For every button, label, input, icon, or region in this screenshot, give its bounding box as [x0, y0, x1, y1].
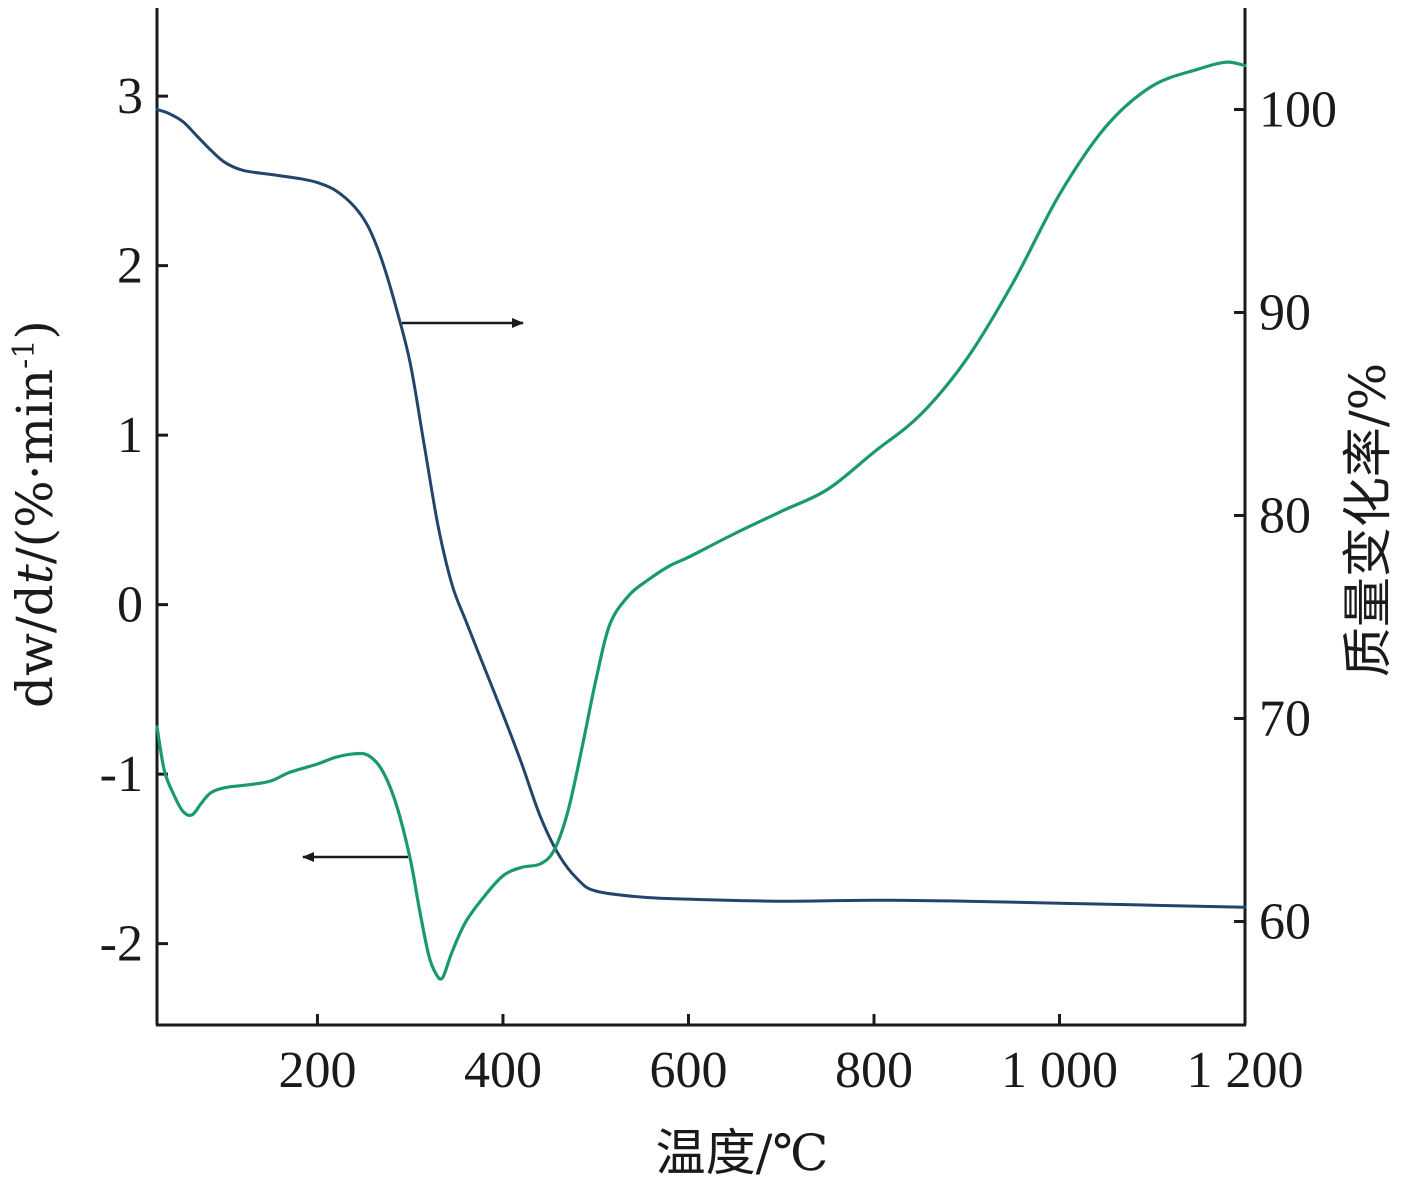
y-left-title-part-2: t [6, 563, 64, 584]
y-right-tick-label: 60 [1259, 893, 1311, 950]
dtg-series-line [155, 60, 1247, 981]
y-left-tick-label: 0 [117, 577, 143, 634]
x-tick-label: 1 200 [1187, 1042, 1304, 1099]
y-right-ticks: 100 90 80 70 60 [1234, 81, 1337, 950]
y-left-title-part-1: dw/d [6, 584, 64, 708]
y-left-tick-label: -1 [100, 746, 143, 803]
y-left-axis-title: dw/dt/(%·min-1) [6, 320, 64, 708]
y-left-tick-label: 1 [117, 407, 143, 464]
x-tick-label: 200 [278, 1042, 356, 1099]
y-right-tick-label: 70 [1259, 690, 1311, 747]
x-axis-title: 温度/℃ [656, 1124, 829, 1181]
tg-series-line [155, 108, 1247, 909]
y-right-tick-label: 90 [1259, 284, 1311, 341]
y-left-tick-label: 3 [117, 68, 143, 125]
y-left-title-part-5: ) [6, 320, 64, 340]
y-right-tick-label: 80 [1259, 487, 1311, 544]
y-left-title-superscript: -1 [7, 340, 42, 369]
y-left-tick-label: 2 [117, 238, 143, 295]
y-left-ticks: 3 2 1 0 -1 -2 [100, 68, 168, 973]
x-tick-label: 400 [464, 1042, 542, 1099]
x-tick-label: 600 [649, 1042, 727, 1099]
y-left-title-part-3: /(%·min [6, 369, 64, 564]
y-left-tick-label: -2 [100, 916, 143, 973]
y-right-tick-label: 100 [1259, 81, 1337, 138]
x-ticks: 200 400 600 800 1 000 1 200 [278, 1014, 1304, 1099]
x-tick-label: 1 000 [1001, 1042, 1118, 1099]
x-tick-label: 800 [835, 1042, 913, 1099]
y-right-axis-title: 质量变化率/% [1339, 363, 1397, 677]
